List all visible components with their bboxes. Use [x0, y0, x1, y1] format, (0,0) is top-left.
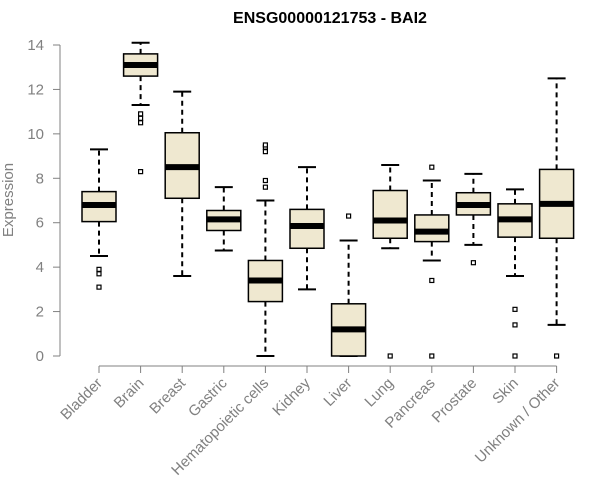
box-liver [330, 213, 367, 357]
outlier-point [512, 322, 518, 328]
y-tick-label: 8 [36, 170, 44, 187]
outlier-point [138, 169, 144, 175]
box-prostate [455, 172, 492, 266]
box-breast [164, 90, 200, 278]
y-axis-label: Expression [0, 163, 17, 237]
outlier-point [138, 111, 144, 117]
box-brain [122, 41, 159, 175]
y-tick-label: 12 [27, 81, 44, 98]
outlier-point [553, 353, 560, 359]
outlier-point [262, 184, 268, 190]
outlier-point [262, 149, 268, 155]
outlier-point [96, 284, 102, 290]
chart-title: ENSG00000121753 - BAI2 [233, 10, 427, 27]
outlier-point [470, 260, 476, 266]
outlier-point [262, 142, 268, 148]
x-tick-label: Prostate [429, 375, 481, 427]
box-lung [372, 163, 408, 359]
outlier-point [96, 271, 102, 277]
outlier-point [429, 277, 435, 284]
y-tick-label: 2 [36, 304, 44, 321]
outlier-point [429, 353, 435, 359]
x-tick-label: Liver [320, 375, 355, 410]
box-bladder [81, 148, 117, 290]
x-tick-label: Bladder [57, 375, 106, 424]
box-skin [497, 188, 533, 359]
iqr-box [414, 214, 450, 243]
outlier-point [387, 353, 393, 359]
y-tick-label: 4 [36, 259, 44, 276]
outlier-point [429, 164, 435, 170]
iqr-box [372, 189, 408, 240]
outlier-point [138, 120, 144, 126]
outlier-point [262, 177, 268, 184]
outlier-point [512, 353, 518, 359]
outlier-point [512, 306, 518, 312]
x-tick-label: Kidney [269, 374, 314, 419]
y-tick-label: 0 [36, 348, 44, 365]
box-unknown-other [538, 77, 575, 359]
x-tick-label: Brain [111, 375, 148, 412]
y-tick-label: 14 [27, 37, 44, 54]
y-tick-label: 6 [36, 215, 44, 232]
box-hematopoietic-cells [247, 142, 284, 357]
box-pancreas [414, 164, 450, 359]
outlier-point [138, 115, 144, 121]
x-tick-label: Lung [361, 375, 397, 411]
box-kidney [289, 166, 325, 291]
outlier-point [96, 266, 102, 272]
x-tick-label: Skin [489, 375, 522, 408]
plot-area [81, 41, 575, 359]
y-tick-label: 10 [27, 126, 44, 143]
outlier-point [346, 213, 352, 219]
box-gastric [206, 186, 242, 252]
x-tick-label: Breast [146, 374, 189, 417]
